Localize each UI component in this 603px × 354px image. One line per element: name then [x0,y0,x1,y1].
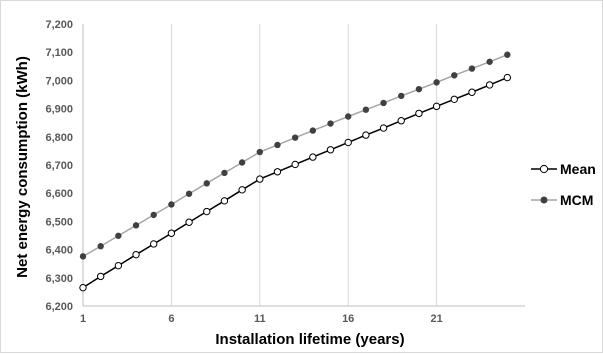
data-point-mcm [486,58,493,65]
x-tick-label: 21 [430,313,442,325]
data-point-mcm [415,85,423,93]
y-axis-title: Net energy consumption (kWh) [14,56,31,278]
data-point-mcm [274,141,281,149]
data-point-mean [415,109,423,118]
data-point-mean [96,272,105,281]
data-point-mean [167,229,176,237]
data-point-mcm [433,79,440,86]
data-point-mean [273,168,282,176]
data-point-mcm [327,120,334,127]
data-point-mean [114,261,123,270]
y-tick-label: 7,100 [45,47,73,59]
data-point-mean [397,117,405,125]
data-point-mcm [221,169,228,177]
data-point-mean [503,73,512,82]
data-point-mean [326,146,335,154]
data-point-mean [432,102,441,111]
data-point-mcm [398,92,405,100]
x-tick-label: 16 [342,313,354,325]
data-point-mcm [132,222,140,229]
data-point-mcm [380,99,387,107]
y-tick-label: 6,700 [45,160,73,172]
data-point-mean [220,197,229,205]
data-point-mcm [504,51,511,58]
data-point-mcm [309,127,317,134]
data-point-mean [450,95,458,103]
x-tick-label: 1 [80,313,86,325]
data-point-mean [291,160,299,169]
data-point-mean [362,131,370,139]
gridlines [82,24,438,306]
data-point-mcm [345,113,352,120]
y-tick-label: 7,000 [45,75,73,87]
y-tick-label: 6,800 [45,132,73,144]
data-point-mcm [238,159,246,166]
tick-labels: 1 6 11 16 216,2006,3006,4006,5006,6006,7006,… [45,19,442,325]
legend-label: MCM [560,192,593,208]
data-point-mcm [256,148,263,156]
axes [82,24,525,307]
y-tick-label: 6,300 [45,273,73,285]
data-point-mcm [185,190,193,197]
data-point-mcm [115,232,122,239]
y-tick-label: 7,200 [45,19,73,31]
y-tick-label: 6,900 [45,104,73,116]
y-tick-label: 6,600 [45,188,73,200]
data-point-mean [150,240,158,248]
legend-marker-icon [540,196,548,204]
data-point-mean [185,218,193,226]
legend-label: Mean [560,161,596,177]
y-tick-label: 6,500 [45,216,73,228]
data-series [79,51,512,292]
data-point-mcm [168,201,175,208]
data-point-mean [132,250,140,259]
data-point-mean [203,207,211,216]
data-point-mean [379,124,388,132]
series-line-mcm [82,54,508,258]
data-point-mcm [97,243,104,250]
legend: Mean MCM [531,161,596,208]
data-point-mean [256,175,264,183]
x-tick-label: 6 [168,313,174,325]
data-point-mean [79,283,87,292]
x-axis-title: Installation lifetime (years) [215,331,404,348]
y-tick-label: 6,400 [45,245,73,257]
data-point-mean [344,138,352,147]
data-point-mcm [451,72,458,79]
x-tick-label: 11 [254,313,266,325]
data-point-mean [468,88,476,96]
data-point-mcm [362,106,370,113]
data-point-mcm [291,134,299,141]
data-point-mcm [203,180,210,187]
data-point-mcm [79,253,87,260]
data-point-mean [485,81,494,89]
y-tick-label: 6,200 [45,301,73,313]
legend-marker-icon [539,164,549,174]
data-point-mean [309,153,317,161]
series-line-mean [82,76,508,289]
data-point-mcm [150,211,157,219]
data-point-mean [238,186,246,194]
data-point-mcm [468,65,476,72]
